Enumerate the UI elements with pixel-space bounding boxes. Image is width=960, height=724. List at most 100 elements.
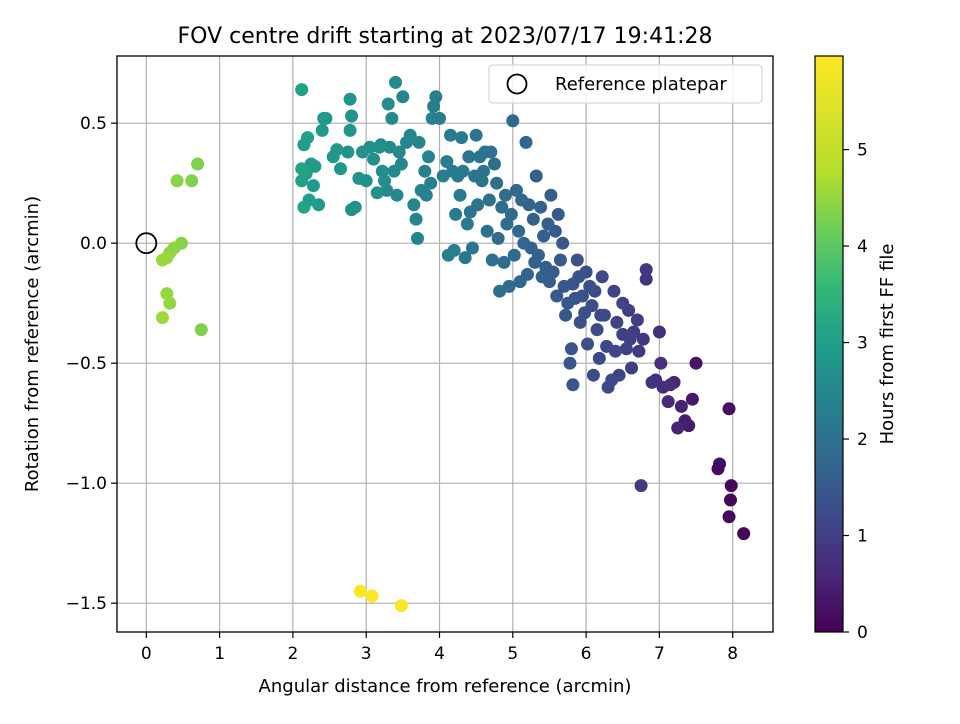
y-ticks: 0.5 0.0 −0.5 −1.0 −1.5 [66, 114, 117, 614]
data-point [370, 186, 384, 200]
data-point [317, 111, 331, 125]
y-tick-label: −0.5 [66, 354, 107, 374]
data-point [600, 339, 614, 353]
data-point [407, 198, 421, 212]
colorbar-tick-label: 4 [857, 237, 868, 257]
legend-marker-reference [506, 73, 528, 95]
colorbar [814, 55, 844, 633]
data-point [400, 135, 414, 149]
data-point [634, 479, 648, 493]
data-point [343, 123, 357, 137]
colorbar-tick-label: 2 [857, 430, 868, 450]
data-point [385, 111, 399, 125]
data-point [601, 380, 615, 394]
data-point [712, 457, 726, 471]
data-point [674, 399, 688, 413]
data-points [155, 75, 751, 613]
data-point [583, 279, 597, 293]
data-point [519, 135, 533, 149]
data-point [295, 162, 309, 176]
legend-label-reference: Reference platepar [555, 74, 727, 95]
data-point [581, 337, 595, 351]
data-point [418, 164, 432, 178]
data-point [541, 217, 555, 231]
data-point [632, 344, 646, 358]
data-point [498, 188, 512, 202]
data-point [440, 155, 454, 169]
data-point [315, 123, 329, 137]
x-tick-label: 3 [361, 644, 372, 664]
data-point [645, 375, 659, 389]
data-point [495, 200, 509, 214]
legend: Reference platepar [488, 64, 763, 104]
data-point [515, 193, 529, 207]
data-point [573, 315, 587, 329]
data-point [566, 378, 580, 392]
data-point [462, 150, 476, 164]
data-point [473, 150, 487, 164]
data-point [563, 356, 577, 370]
data-point [396, 90, 410, 104]
data-point [427, 99, 441, 113]
x-tick-label: 5 [507, 644, 518, 664]
data-point [326, 150, 340, 164]
x-axis-label: Angular distance from reference (arcmin) [259, 676, 632, 697]
x-tick-label: 6 [581, 644, 592, 664]
grid [117, 56, 773, 632]
data-point [155, 253, 169, 267]
x-tick-label: 2 [287, 644, 298, 664]
data-point [375, 164, 389, 178]
data-point [661, 395, 675, 409]
data-point [506, 114, 520, 128]
x-tick-label: 4 [434, 644, 445, 664]
data-point [619, 342, 633, 356]
x-tick-label: 0 [141, 644, 152, 664]
data-point [551, 207, 565, 221]
data-point [556, 236, 570, 250]
data-point [534, 200, 548, 214]
data-point [513, 275, 527, 289]
data-point [425, 111, 439, 125]
data-point [689, 356, 703, 370]
x-ticks: 0 1 2 3 4 5 6 7 8 [141, 632, 738, 664]
data-point [625, 361, 639, 375]
data-point [422, 150, 436, 164]
data-point [497, 255, 511, 269]
data-point [557, 279, 571, 293]
data-point [443, 128, 457, 142]
data-point [636, 332, 650, 346]
data-point [671, 421, 685, 435]
data-point [737, 527, 751, 541]
data-point [356, 145, 370, 159]
data-point [482, 193, 496, 207]
data-point [722, 402, 736, 416]
colorbar-ticks: 0 1 2 3 4 5 [843, 141, 868, 643]
data-point [365, 589, 379, 603]
data-point [381, 97, 395, 111]
data-point [460, 217, 474, 231]
data-point [367, 152, 381, 166]
data-point [155, 311, 169, 325]
data-point [297, 200, 311, 214]
data-point [409, 212, 423, 226]
data-point [465, 241, 479, 255]
data-point [493, 284, 507, 298]
data-point [352, 171, 366, 185]
data-point [570, 253, 584, 267]
data-point [528, 255, 542, 269]
legend-box [488, 64, 763, 104]
data-point [595, 270, 609, 284]
data-point [535, 270, 549, 284]
data-point [441, 248, 455, 262]
data-point [412, 135, 426, 149]
y-tick-label: 0.5 [80, 114, 107, 134]
data-point [191, 157, 205, 171]
data-point [592, 351, 606, 365]
data-point [453, 188, 467, 202]
data-point [454, 131, 468, 145]
data-point [469, 128, 483, 142]
data-point [722, 510, 736, 524]
colorbar-tick-label: 0 [857, 623, 868, 643]
